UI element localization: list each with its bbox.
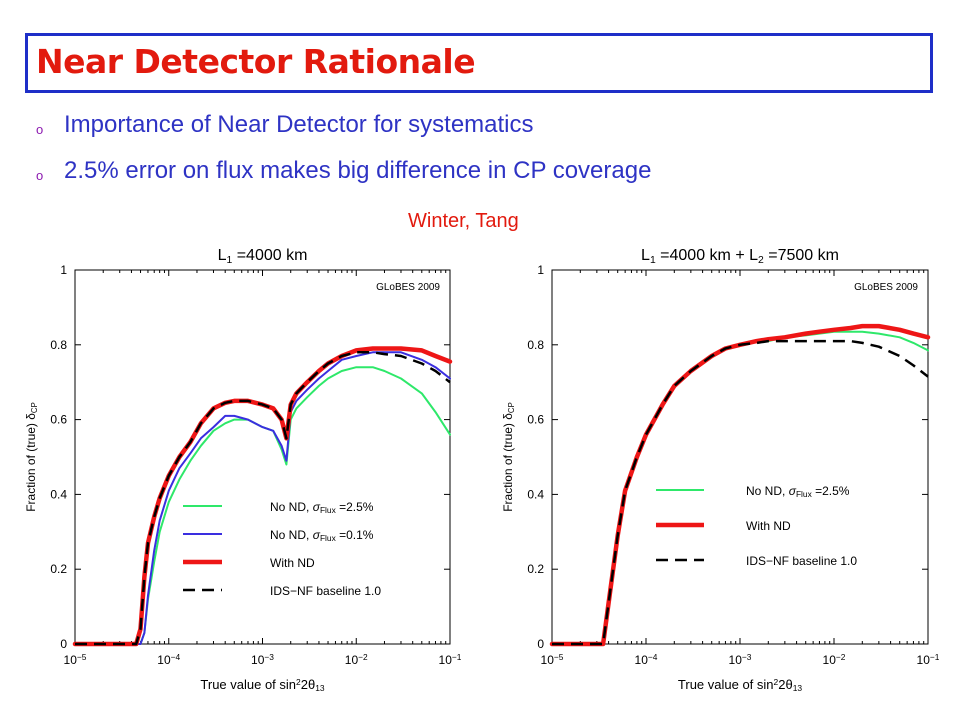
legend-label: IDS−NF baseline 1.0 [270, 584, 381, 598]
x-tick-label: 10−3 [251, 652, 274, 667]
chart-two-baselines: 0 0.2 0.4 0.6 0.8 1 10−5 10−4 10−3 10−2 10−1 L1 =40… [501, 247, 940, 693]
y-tick-label: 0.2 [527, 562, 544, 576]
y-axis-label: Fraction of (true) δCP [501, 402, 516, 512]
x-tick-label: 10−1 [439, 652, 462, 667]
x-tick-label: 10−4 [635, 652, 658, 667]
y-tick-label: 1 [537, 263, 544, 277]
y-axis-label: Fraction of (true) δCP [24, 402, 39, 512]
chart-title: L1 =4000 km [218, 247, 308, 266]
slide-title-box: Near Detector Rationale [25, 33, 933, 93]
bullet-marker-icon: o [36, 168, 44, 183]
legend-label: IDS−NF baseline 1.0 [746, 554, 857, 568]
x-tick-label: 10−1 [917, 652, 940, 667]
y-tick-label: 0.8 [527, 338, 544, 352]
y-tick-label: 0.6 [50, 413, 67, 427]
y-tick-label: 0.8 [50, 338, 67, 352]
y-tick-label: 0.6 [527, 413, 544, 427]
x-axis-label: True value of sin22θ13 [200, 677, 324, 693]
x-axis-label: True value of sin22θ13 [678, 677, 802, 693]
plot-frame [74, 269, 451, 645]
x-tick-label: 10−3 [729, 652, 752, 667]
legend-label: With ND [746, 519, 791, 533]
series-line-2 [72, 346, 453, 647]
y-tick-label: 0.2 [50, 562, 67, 576]
series-line-0 [74, 366, 451, 645]
legend-label: With ND [270, 556, 315, 570]
bullet-text: Importance of Near Detector for systemat… [64, 111, 534, 138]
series-line-3 [75, 351, 451, 646]
x-tick-label: 10−2 [823, 652, 846, 667]
y-tick-label: 0.4 [50, 487, 67, 501]
bullet-marker-icon: o [36, 122, 44, 137]
chart-single-baseline: 0 0.2 0.4 0.6 0.8 1 10−5 10−4 10−3 10−2 10−1 L1 =40… [24, 247, 462, 693]
legend-label: No ND, σFlux =2.5% [746, 484, 850, 499]
chart-title: L1 =4000 km + L2 =7500 km [641, 247, 839, 266]
watermark-label: GLoBES 2009 [376, 282, 440, 293]
y-tick-label: 0 [537, 637, 544, 651]
y-tick-label: 0.4 [527, 487, 544, 501]
y-tick-label: 1 [60, 263, 67, 277]
credit-text: Winter, Tang [408, 210, 519, 232]
legend-label: No ND, σFlux =0.1% [270, 528, 374, 543]
x-tick-label: 10−5 [541, 652, 564, 667]
x-tick-label: 10−2 [345, 652, 368, 667]
y-tick-label: 0 [60, 637, 67, 651]
x-tick-label: 10−5 [64, 652, 87, 667]
watermark-label: GLoBES 2009 [854, 282, 918, 293]
slide-title: Near Detector Rationale [36, 42, 476, 81]
bullet-text: 2.5% error on flux makes big difference … [64, 157, 652, 184]
series-line-1 [74, 351, 451, 645]
series-line-2 [552, 339, 929, 646]
x-tick-label: 10−4 [157, 652, 180, 667]
legend-label: No ND, σFlux =2.5% [270, 500, 374, 515]
